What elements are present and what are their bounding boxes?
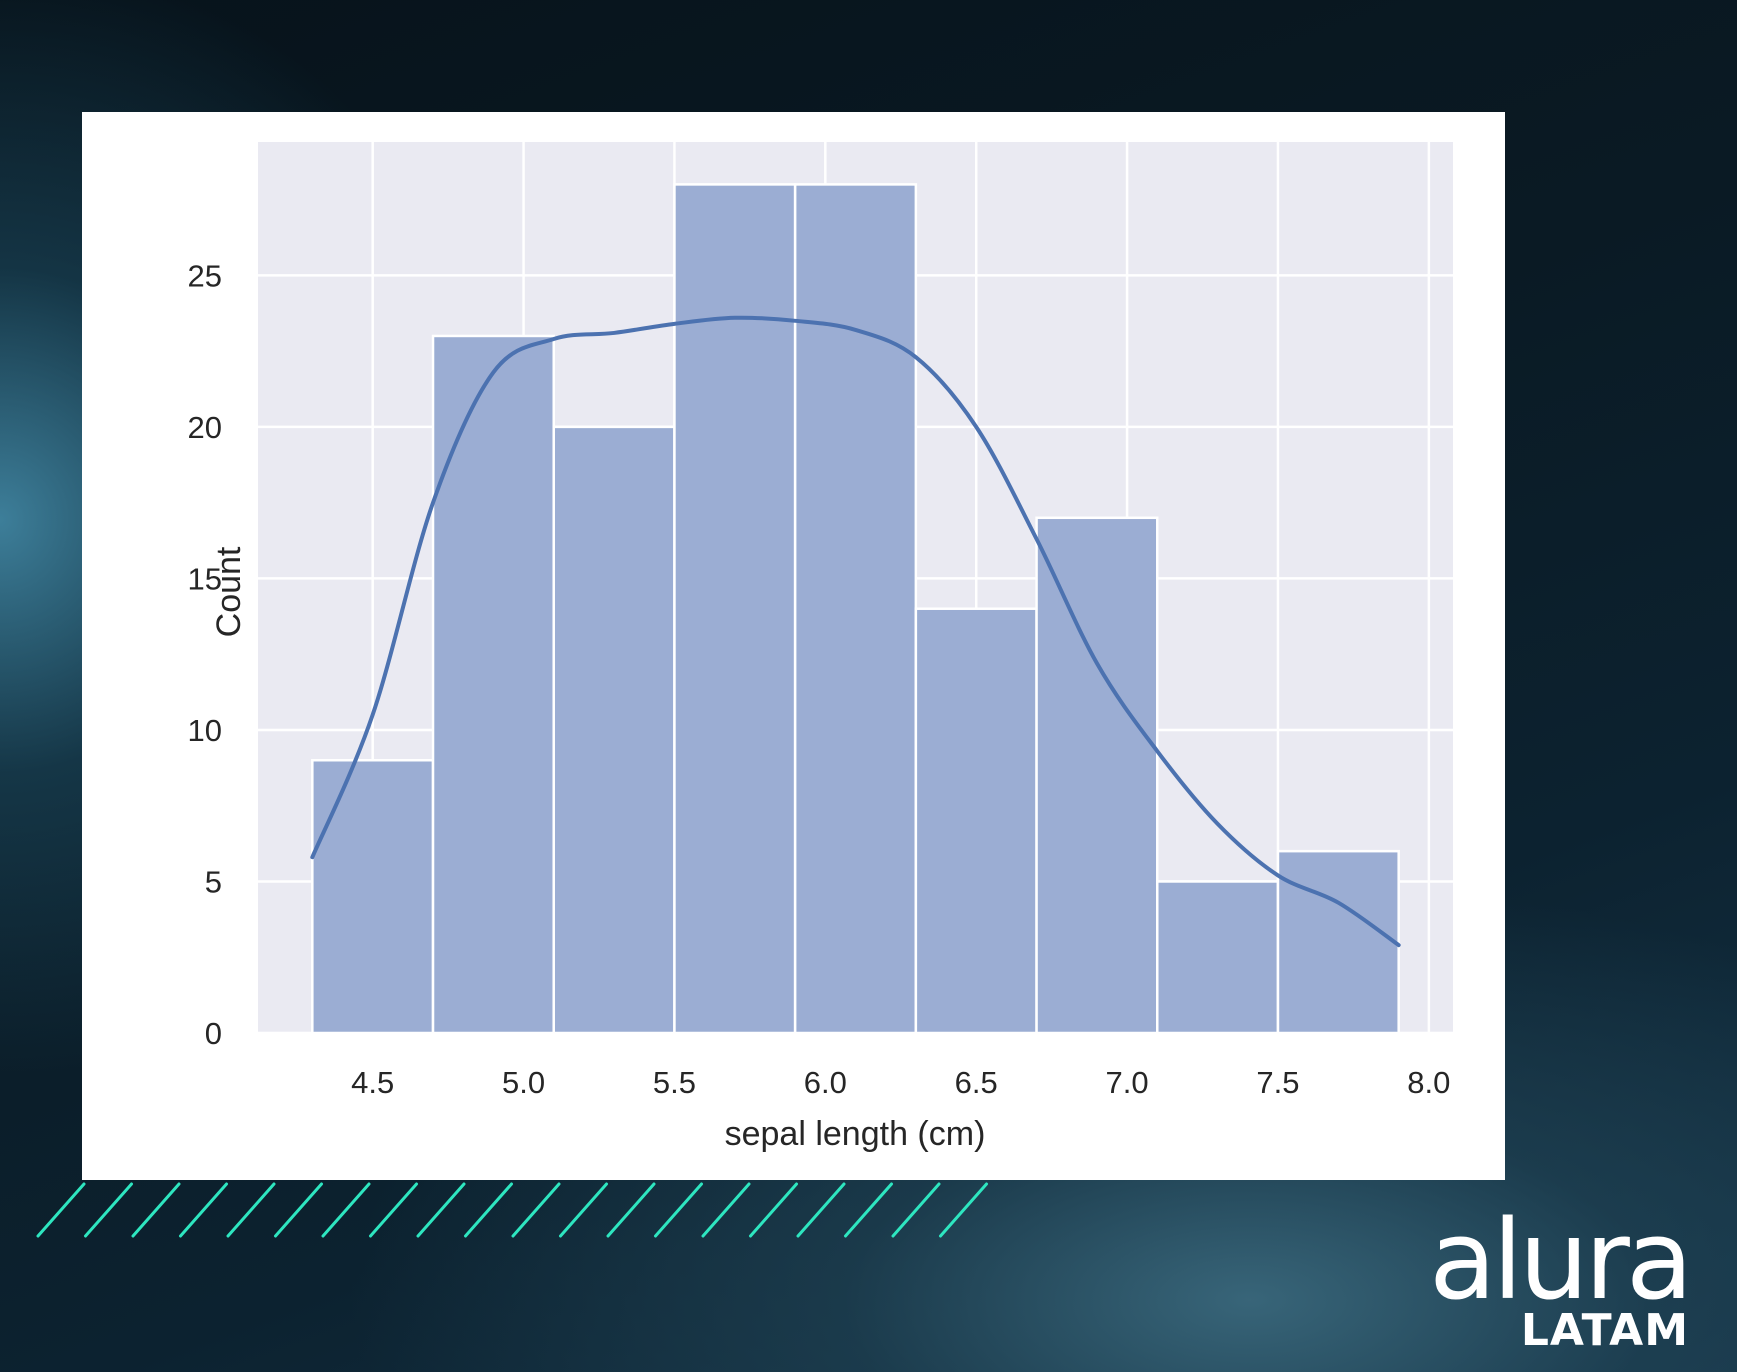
histogram-bar (1156, 880, 1280, 1035)
stripe-line (321, 1182, 371, 1238)
histogram-bar (793, 183, 918, 1035)
x-tick-labels: 4.5 5.0 5.5 6.0 6.5 7.0 7.5 8.0 (351, 1065, 1450, 1100)
histogram-bar (673, 183, 797, 1035)
histogram-bars (311, 183, 1400, 1035)
histogram-bar (1276, 849, 1400, 1035)
stripe-line (131, 1182, 181, 1238)
histogram-bar (1035, 516, 1159, 1035)
x-tick-label: 8.0 (1407, 1065, 1450, 1100)
x-tick-label: 5.0 (502, 1065, 545, 1100)
stripe-line (559, 1182, 608, 1238)
histogram-bar (914, 607, 1038, 1035)
histogram-bar (552, 425, 676, 1035)
stripe-line (369, 1182, 418, 1238)
y-tick-label: 15 (188, 561, 222, 596)
decorative-stripes (36, 1182, 988, 1238)
stripe-line (274, 1182, 323, 1238)
x-tick-label: 4.5 (351, 1065, 394, 1100)
kde-curve-group (310, 315, 1401, 948)
stripe-line (749, 1182, 798, 1238)
histogram-bar (311, 758, 435, 1035)
x-tick-label: 6.0 (804, 1065, 847, 1100)
y-tick-label: 20 (188, 410, 222, 445)
stripe-line (796, 1182, 846, 1238)
y-axis-label: Count (210, 546, 248, 637)
histogram-bar (431, 334, 555, 1035)
x-tick-label: 6.5 (955, 1065, 998, 1100)
x-axis-label: sepal length (cm) (725, 1115, 986, 1153)
stripe-line (844, 1182, 893, 1238)
stripe-line (939, 1182, 988, 1238)
stripe-line (179, 1182, 228, 1238)
stripe-line (36, 1182, 86, 1238)
y-tick-label: 5 (205, 864, 222, 899)
stripe-line (701, 1182, 751, 1238)
stripe-line (606, 1182, 656, 1238)
stripe-line (511, 1182, 561, 1238)
y-tick-label: 0 (205, 1016, 222, 1051)
stripe-line (226, 1182, 276, 1238)
y-tick-label: 25 (188, 258, 222, 293)
stripe-line (416, 1182, 466, 1238)
alura-latam-logo: alura LATAM (1429, 1196, 1693, 1356)
kde-curve (310, 315, 1401, 948)
stripe-line (891, 1182, 941, 1238)
stripe-line (654, 1182, 703, 1238)
logo-subtitle: LATAM (1520, 1305, 1689, 1356)
chart-card: 4.5 5.0 5.5 6.0 6.5 7.0 7.5 8.0 0 5 10 15 20 25 sepa… (82, 112, 1505, 1180)
y-tick-label: 10 (188, 713, 222, 748)
x-tick-label: 7.5 (1256, 1065, 1299, 1100)
x-tick-label: 5.5 (653, 1065, 696, 1100)
stripe-line (464, 1182, 513, 1238)
y-tick-labels: 0 5 10 15 20 25 (188, 258, 222, 1051)
histogram-chart: 4.5 5.0 5.5 6.0 6.5 7.0 7.5 8.0 0 5 10 15 20 25 sepa… (188, 142, 1453, 1153)
logo-wordmark: alura (1429, 1196, 1693, 1324)
x-tick-label: 7.0 (1106, 1065, 1149, 1100)
stripe-line (84, 1182, 133, 1238)
